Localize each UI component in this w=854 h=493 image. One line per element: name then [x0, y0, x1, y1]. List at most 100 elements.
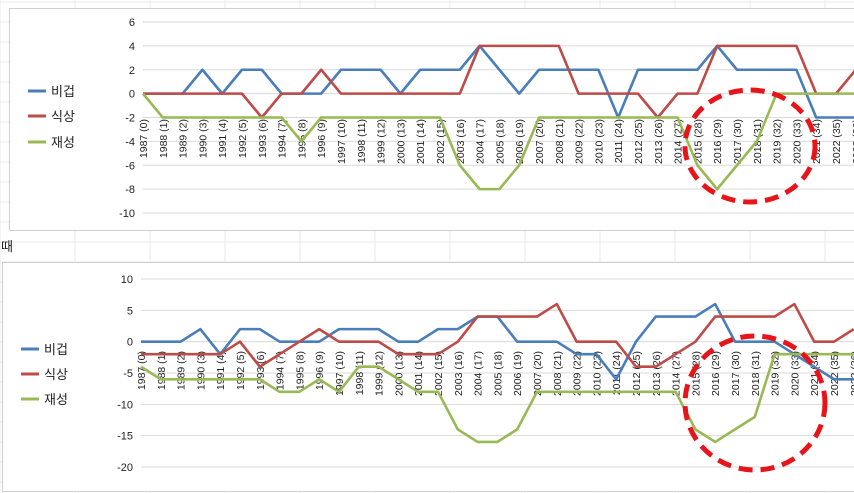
x-tick-label: 1996 (9) — [314, 351, 326, 390]
x-tick-label: 2022 (35) — [831, 119, 843, 164]
x-tick-label: 2023 (36) — [849, 351, 854, 396]
x-tick-label: 2005 (18) — [494, 119, 506, 164]
x-tick-label: 2008 (21) — [552, 351, 564, 396]
x-tick-label: 2014 (27) — [671, 351, 683, 396]
chart-panel-top[interactable]: 6 4 2 0 -2 -4 -6 -8 -10 1987 (0) 1988 (1) 1989 (2) 1… — [9, 8, 854, 231]
legend-label: 비겁 — [44, 342, 68, 357]
series-line — [141, 302, 854, 369]
y-tick-label: -10 — [119, 208, 135, 220]
x-tick-label: 2007 (20) — [534, 119, 546, 164]
x-tick-label: 2008 (21) — [554, 119, 566, 164]
chart-top: 6 4 2 0 -2 -4 -6 -8 -10 1987 (0) 1988 (1) 1989 (2) 1… — [28, 17, 854, 220]
y-tick-label: -20 — [117, 462, 133, 474]
x-tick-label: 1989 (2) — [176, 351, 188, 390]
x-tick-label: 2000 (13) — [395, 119, 407, 164]
x-tick-label: 1999 (12) — [376, 119, 388, 164]
x-tick-label: 2020 (33) — [789, 351, 801, 396]
y-tick-label: 2 — [129, 65, 135, 77]
x-tick-label: 2019 (32) — [770, 351, 782, 396]
x-tick-label: 2002 (15) — [435, 119, 447, 164]
x-tick-label: 1999 (12) — [374, 351, 386, 396]
x-tick-label: 2013 (26) — [651, 351, 663, 396]
series-line — [143, 44, 854, 119]
x-tick-label: 2004 (17) — [475, 119, 487, 164]
series-line — [141, 92, 854, 191]
legend-label: 식상 — [44, 367, 68, 382]
x-tick-label: 2014 (27) — [673, 119, 685, 164]
series-line — [140, 352, 854, 444]
x-tick-label: 1991 (4) — [215, 351, 227, 390]
x-tick-label: 2010 (23) — [591, 351, 603, 396]
x-tick-label: 2010 (23) — [593, 119, 605, 164]
x-tick-label: 2002 (15) — [433, 351, 445, 396]
x-tick-label: 2016 (29) — [710, 351, 722, 396]
legend-label: 식상 — [51, 109, 75, 124]
x-tick-label: 2006 (19) — [514, 119, 526, 164]
chart-panel-bottom[interactable]: 10 5 0 -5 -10 -15 -20 1987 (0) 1988 (1) 1989 (2) 1… — [2, 262, 854, 492]
x-tick-label: 2015 (28) — [692, 119, 704, 164]
x-tick-label: 1996 (9) — [316, 119, 328, 158]
x-tick-label: 1993 (6) — [255, 351, 267, 390]
annotation-circle — [682, 87, 818, 205]
x-tick-label: 2000 (13) — [393, 351, 405, 396]
chart-bottom: 10 5 0 -5 -10 -15 -20 1987 (0) 1988 (1) 1989 (2) 1… — [21, 274, 854, 474]
x-tick-label: 1998 (11) — [354, 351, 366, 395]
y-tick-label: 4 — [129, 41, 135, 53]
x-tick-label: 1998 (11) — [356, 119, 368, 163]
series-line — [143, 44, 854, 119]
x-tick-label: 2006 (19) — [512, 351, 524, 396]
x-tick-label: 1990 (3) — [197, 119, 209, 158]
x-tick-label: 2009 (22) — [574, 119, 586, 164]
annotation-circle — [682, 333, 828, 473]
x-tick-label: 1994 (7) — [277, 119, 289, 158]
x-tick-label: 2004 (17) — [473, 351, 485, 396]
y-tick-label: -6 — [125, 160, 135, 172]
y-tick-label: 10 — [121, 274, 133, 286]
y-tick-label: -5 — [123, 368, 133, 380]
y-tick-label: 0 — [129, 89, 135, 101]
y-tick-label: 5 — [127, 305, 133, 317]
x-tick-label: 1993 (6) — [257, 119, 269, 158]
legend-label: 비겁 — [51, 84, 75, 99]
y-tick-label: -8 — [125, 184, 135, 196]
x-tick-label: 2009 (22) — [572, 351, 584, 396]
x-tick-label: 1987 (0) — [136, 351, 148, 390]
x-tick-label: 2016 (29) — [712, 119, 724, 164]
x-tick-label: 2017 (30) — [732, 119, 744, 164]
legend-label: 재성 — [51, 135, 75, 150]
x-tick-label: 1992 (5) — [237, 119, 249, 158]
x-tick-label: 1997 (10) — [336, 119, 348, 164]
x-tick-label: 1988 (1) — [156, 351, 168, 390]
x-tick-label: 2001 (14) — [415, 119, 427, 164]
x-tick-label: 2018 (31) — [750, 351, 762, 396]
y-tick-label: 0 — [127, 337, 133, 349]
x-tick-label: 2012 (25) — [633, 119, 645, 164]
y-tick-label: -10 — [117, 399, 133, 411]
x-tick-label: 2012 (25) — [631, 351, 643, 396]
x-tick-label: 2015 (28) — [690, 351, 702, 396]
y-tick-label: 6 — [129, 17, 135, 29]
x-tick-label: 1988 (1) — [158, 119, 170, 158]
x-tick-label: 1989 (2) — [178, 119, 190, 158]
x-tick-label: 2007 (20) — [532, 351, 544, 396]
x-tick-label: 2019 (32) — [772, 119, 784, 164]
x-tick-label: 2013 (26) — [653, 119, 665, 164]
x-tick-label: 2001 (14) — [413, 351, 425, 396]
x-tick-label: 2011 (24) — [613, 119, 625, 163]
x-tick-label: 2023 (36) — [851, 119, 854, 164]
x-tick-label: 2003 (16) — [455, 119, 467, 164]
x-tick-label: 2005 (18) — [492, 351, 504, 396]
y-tick-label: -4 — [125, 136, 135, 148]
between-text: 때 — [1, 239, 13, 254]
y-tick-label: -15 — [117, 431, 133, 443]
x-tick-label: 1990 (3) — [195, 351, 207, 390]
y-tick-label: -2 — [125, 113, 135, 125]
x-tick-label: 1992 (5) — [235, 351, 247, 390]
x-tick-label: 1987 (0) — [138, 119, 150, 158]
x-tick-label: 2011 (24) — [611, 351, 623, 395]
x-tick-label: 1991 (4) — [217, 119, 229, 158]
x-tick-label: 2022 (35) — [829, 351, 841, 396]
x-tick-label: 2017 (30) — [730, 351, 742, 396]
x-tick-label: 2003 (16) — [453, 351, 465, 396]
x-tick-label: 2020 (33) — [791, 119, 803, 164]
